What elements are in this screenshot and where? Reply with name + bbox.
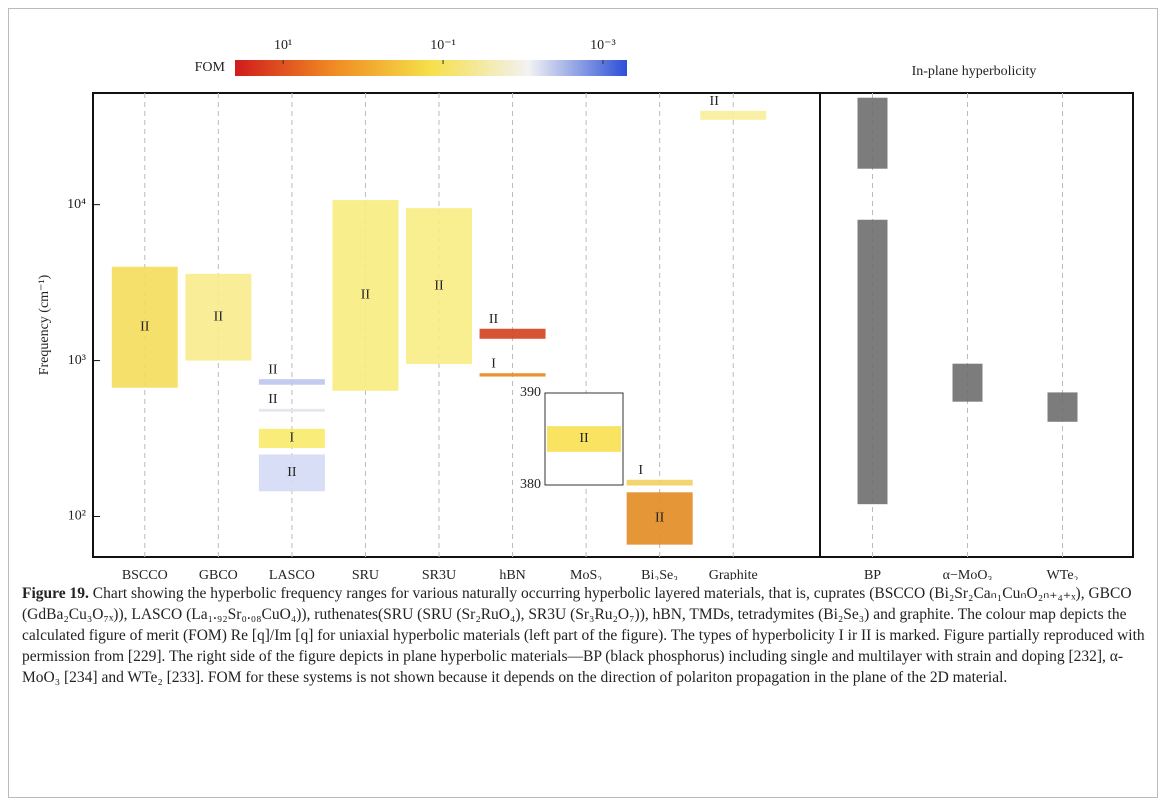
band-label: II <box>434 278 444 293</box>
x-tick-label: GBCO <box>199 568 238 580</box>
plot-frame <box>92 92 1134 558</box>
band-label: II <box>489 312 499 327</box>
range-band <box>857 219 888 505</box>
band-label: II <box>268 362 278 377</box>
caption-label: Figure 19. <box>22 585 89 602</box>
y-tick-label: 10⁴ <box>67 197 86 212</box>
caption-text: Chart showing the hyperbolic frequency r… <box>22 585 1145 686</box>
x-tick-label: WTe₂ <box>1047 568 1079 580</box>
range-band <box>258 428 325 449</box>
x-tick-label: MoS₂ <box>570 568 602 580</box>
band-label: II <box>710 94 720 109</box>
range-band <box>111 266 178 388</box>
y-tick-label: 10³ <box>68 353 86 368</box>
range-band <box>185 273 252 361</box>
colorbar <box>235 60 627 76</box>
range-band <box>258 408 325 412</box>
inset-tick-label: 390 <box>520 385 541 400</box>
x-tick-label: LASCO <box>269 568 315 580</box>
x-tick-label: SRU <box>352 568 379 580</box>
range-band <box>952 363 983 402</box>
colorbar-tick-label: 10⁻³ <box>590 38 616 53</box>
range-band <box>626 479 693 486</box>
range-band <box>1047 392 1078 422</box>
x-tick-label: Graphite <box>709 568 758 580</box>
range-band <box>479 373 546 377</box>
x-tick-label: BSCCO <box>122 568 168 580</box>
range-band <box>857 97 888 169</box>
colorbar-label: FOM <box>195 60 226 75</box>
band-label: I <box>290 431 295 446</box>
band-label: II <box>268 392 278 407</box>
range-band <box>479 328 546 339</box>
colorbar-tick-label: 10⁻¹ <box>430 38 456 53</box>
band-label: II <box>287 465 297 480</box>
x-tick-label: α−MoO₃ <box>943 568 993 580</box>
colorbar-tick-label: 10¹ <box>274 38 292 53</box>
band-label: II <box>361 288 371 303</box>
x-tick-label: SR3U <box>422 568 456 580</box>
band-label: II <box>214 309 224 324</box>
y-axis-title: Frequency (cm⁻¹) <box>37 274 52 375</box>
x-tick-label: hBN <box>499 568 525 580</box>
range-band <box>626 492 693 545</box>
range-band <box>258 379 325 385</box>
caption: Figure 19. Chart showing the hyperbolic … <box>22 583 1147 688</box>
range-band <box>547 426 621 452</box>
band-label: II <box>579 431 589 446</box>
range-band <box>406 208 472 365</box>
x-tick-label: Bi₂Se₃ <box>641 568 678 580</box>
band-label: II <box>140 319 150 334</box>
chart: Frequency (cm⁻¹) In-plane hyperbolicity … <box>37 38 1134 580</box>
band-label: II <box>655 511 665 526</box>
range-band <box>258 454 325 492</box>
band-label: I <box>491 356 496 371</box>
x-tick-label: BP <box>864 568 881 580</box>
inset-tick-label: 380 <box>520 477 541 492</box>
band-label: I <box>638 463 643 478</box>
panel-title: In-plane hyperbolicity <box>912 64 1037 79</box>
range-band <box>700 110 767 120</box>
range-band <box>332 200 399 391</box>
y-tick-label: 10² <box>68 509 86 524</box>
